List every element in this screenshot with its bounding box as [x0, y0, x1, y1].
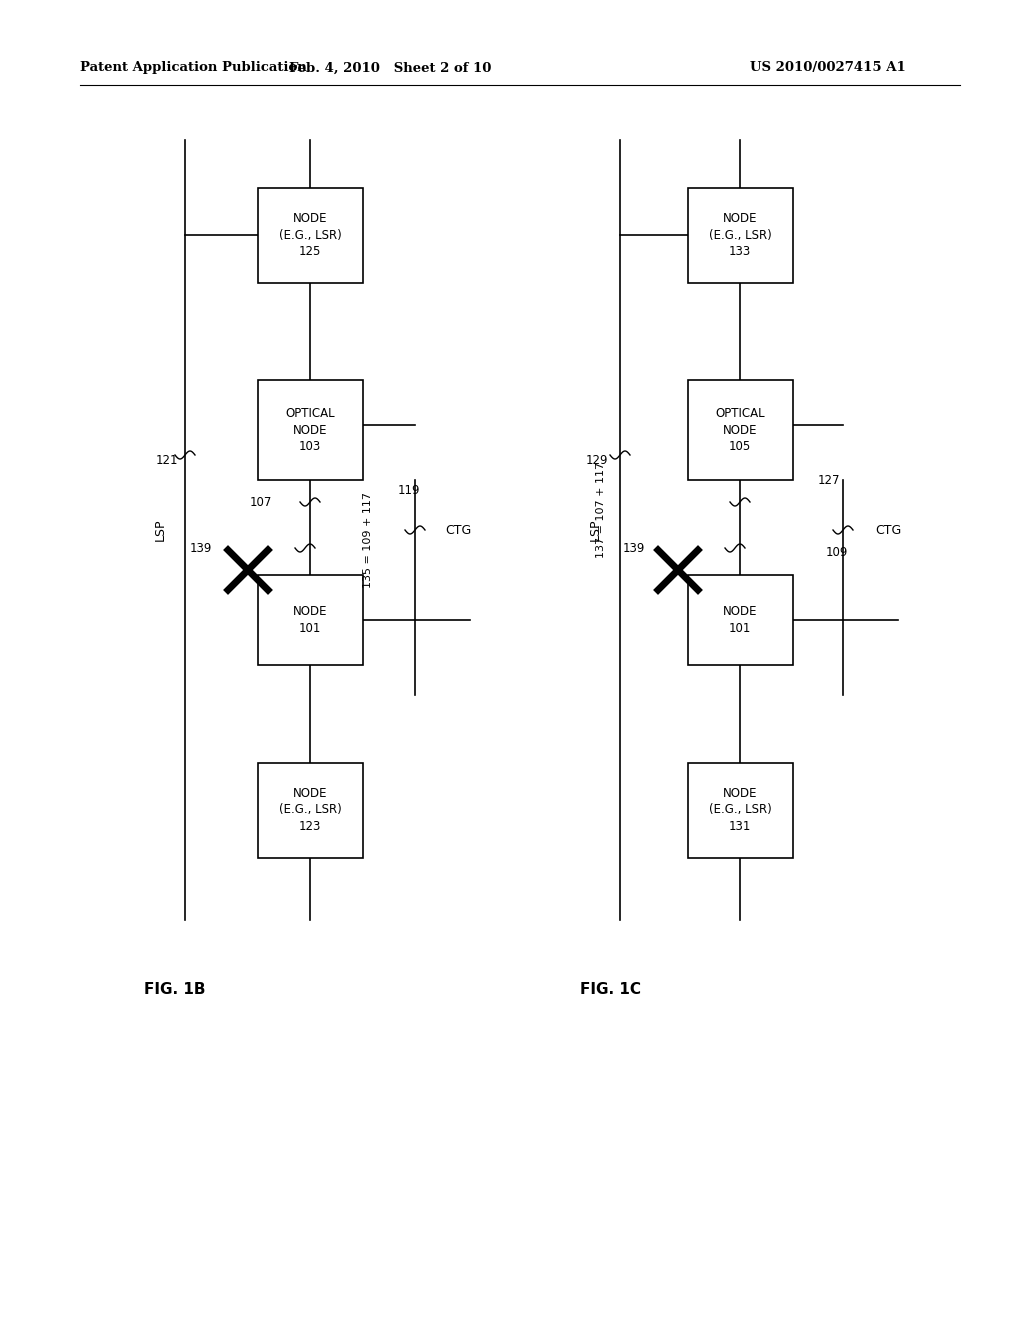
Bar [687, 187, 793, 282]
Text: NODE
(E.G., LSR)
123: NODE (E.G., LSR) 123 [279, 787, 341, 833]
Text: Feb. 4, 2010   Sheet 2 of 10: Feb. 4, 2010 Sheet 2 of 10 [289, 62, 492, 74]
Text: OPTICAL
NODE
105: OPTICAL NODE 105 [715, 407, 765, 453]
Text: NODE
(E.G., LSR)
133: NODE (E.G., LSR) 133 [709, 213, 771, 257]
Text: NODE
(E.G., LSR)
125: NODE (E.G., LSR) 125 [279, 213, 341, 257]
Text: 129: 129 [586, 454, 608, 466]
Bar [687, 380, 793, 480]
Text: US 2010/0027415 A1: US 2010/0027415 A1 [750, 62, 906, 74]
Text: FIG. 1B: FIG. 1B [144, 982, 206, 998]
Text: 139: 139 [623, 541, 645, 554]
Text: FIG. 1C: FIG. 1C [580, 982, 640, 998]
Text: NODE
101: NODE 101 [293, 606, 328, 635]
Text: 109: 109 [826, 546, 848, 560]
Text: LSP: LSP [154, 519, 167, 541]
Text: 137 = 107 + 117: 137 = 107 + 117 [596, 462, 606, 558]
Text: CTG: CTG [874, 524, 901, 536]
Text: 119: 119 [398, 483, 421, 496]
Text: CTG: CTG [445, 524, 471, 536]
Text: NODE
(E.G., LSR)
131: NODE (E.G., LSR) 131 [709, 787, 771, 833]
Text: 135 = 109 + 117: 135 = 109 + 117 [362, 492, 373, 587]
Bar [257, 576, 362, 665]
Bar [257, 763, 362, 858]
Text: 127: 127 [818, 474, 841, 487]
Text: NODE
101: NODE 101 [723, 606, 758, 635]
Text: OPTICAL
NODE
103: OPTICAL NODE 103 [286, 407, 335, 453]
Bar [257, 187, 362, 282]
Bar [687, 576, 793, 665]
Text: Patent Application Publication: Patent Application Publication [80, 62, 307, 74]
Text: 107: 107 [250, 495, 272, 508]
Text: 139: 139 [189, 541, 212, 554]
Text: LSP: LSP [589, 519, 601, 541]
Bar [257, 380, 362, 480]
Bar [687, 763, 793, 858]
Text: 121: 121 [156, 454, 178, 466]
